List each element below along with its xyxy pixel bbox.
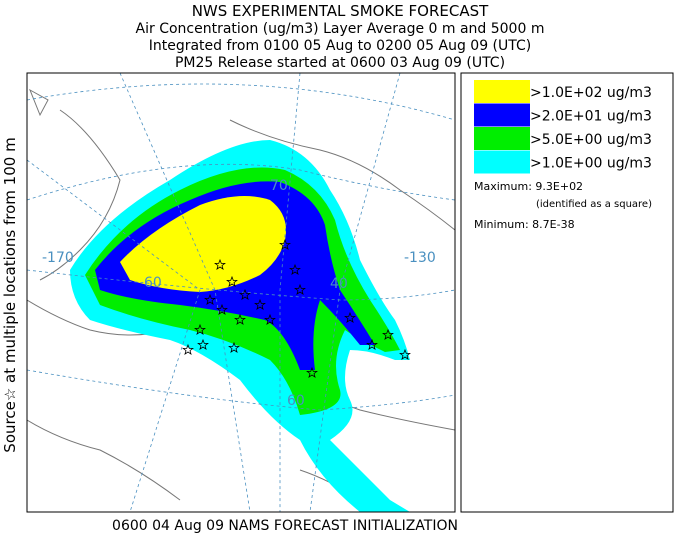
footer: 0600 04 Aug 09 NAMS FORECAST INITIALIZAT… [112, 518, 458, 534]
subtitle: PM25 Release started at 0600 03 Aug 09 (… [175, 55, 505, 71]
subtitle: Air Concentration (ug/m3) Layer Average … [136, 21, 545, 37]
legend-label: >2.0E+01 ug/m3 [530, 109, 652, 125]
legend-label: >1.0E+00 ug/m3 [530, 156, 652, 172]
legend-label: >5.0E+00 ug/m3 [530, 132, 652, 148]
legend-swatch [474, 80, 530, 103]
legend-swatch [474, 127, 530, 150]
grid-label: -130 [404, 250, 436, 266]
grid-labels: -170 60 70 -130 40 60 [42, 178, 436, 409]
maximum: Maximum: 9.3E+02 [474, 180, 583, 193]
maximum-note: (identified as a square) [536, 199, 652, 210]
legend-label: >1.0E+02 ug/m3 [530, 85, 652, 101]
legend-swatch [474, 103, 530, 127]
title: NWS EXPERIMENTAL SMOKE FORECAST [192, 2, 489, 20]
header: NWS EXPERIMENTAL SMOKE FORECAST Air Conc… [136, 2, 545, 71]
legend: Maximum: 9.3E+02 (identified as a square… [460, 72, 674, 513]
map: -170 60 70 -130 40 60 [26, 72, 456, 513]
grid-label: -170 [42, 250, 74, 266]
subtitle: Integrated from 0100 05 Aug to 0200 05 A… [149, 38, 532, 54]
minimum: Minimum: 8.7E-38 [474, 218, 575, 231]
grid-label: 40 [330, 276, 348, 292]
grid-label: 60 [287, 393, 305, 409]
plume-yellow [120, 196, 286, 292]
side-label: Source☆ at multiple locations from 100 m [1, 137, 19, 452]
graticule [27, 73, 455, 512]
grid-label: 70 [270, 178, 288, 194]
legend-frame [460, 72, 674, 513]
map-frame [26, 72, 456, 513]
legend-swatch [474, 150, 530, 174]
grid-label: 60 [144, 275, 162, 291]
